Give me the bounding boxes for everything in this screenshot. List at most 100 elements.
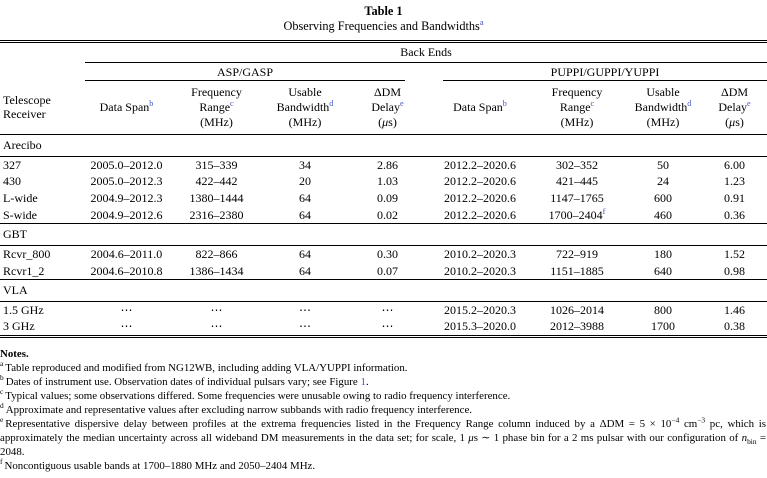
cell: 2015.2–2020.3 [444,302,516,317]
note-label-e: e [0,415,4,425]
note-c: c Typical values; some observations diffe… [0,387,511,402]
note-ref-e[interactable]: e [747,98,751,108]
table-row-s-wide: S-wide 2004.9–2012.6 2316–2380 64 0.02 2012.2… [0,206,767,225]
cell: 2012.2–2020.6 [444,191,516,205]
table-row-rcvr1-2: Rcvr1_2 2004.6–2010.8 1386–1434 64 0.07 2010.… [0,262,767,281]
table-row-1-5-ghz: 1.5 GHz ⋯ ⋯ ⋯ ⋯ 2015.2–2020.3 1026–2014 800 1.46 [0,301,767,318]
cell: 34 [299,157,311,172]
note-d: d Approximate and representative values a… [0,401,472,416]
cell: 2012–3988 [530,318,624,339]
header-line: Bandwidthd [634,98,692,114]
cell: 0.98 [702,262,767,281]
cell: ⋯ [210,302,223,317]
cell: ⋯ [168,318,265,339]
header-line: Rangec [199,98,234,114]
header-line: (MHz) [200,114,233,129]
note-label-d: d [0,401,4,411]
group-asp-gasp-label: ASP/GASP [216,64,274,79]
cell: 1.52 [724,246,746,261]
cell-receiver: Rcvr_800 [3,246,51,261]
header-line: (μs) [378,114,397,129]
cell: 1147–1765 [550,191,604,205]
group-puppi-guppi-yuppi-label: PUPPI/GUPPI/YUPPI [550,64,660,79]
col-header-receiver: Receiver [3,107,46,122]
notes-heading: Notes. [0,348,29,360]
cell: 2004.9–2012.6 [85,206,168,225]
cell: 0.07 [345,262,430,281]
cell: 1380–1444 [189,191,244,205]
cell: 1386–1434 [168,262,265,281]
cell: 1.46 [724,302,746,317]
header-line: (MHz) [646,114,680,129]
note-sup: −4 [671,415,680,425]
note-ref-b[interactable]: b [149,98,154,108]
cell: ⋯ [381,302,394,317]
col-header-telescope: Telescope [3,92,51,107]
cell: 2012.2–2020.6 [444,157,516,172]
cell: 1026–2014 [550,302,604,317]
cell: 1700–2404f [530,206,624,225]
header-line: Data Spanb [453,98,507,114]
cell: 180 [654,246,672,261]
cell: 600 [654,191,672,205]
section-row-vla: VLA [0,279,767,302]
cell: ⋯ [299,302,311,317]
spanner-row: Back Ends [0,43,767,63]
cell-receiver: 327 [3,157,21,172]
note-ref-b[interactable]: b [502,98,507,108]
table-number: Table 1 [364,4,403,18]
cell: 0.09 [377,191,398,205]
note-label-c: c [0,387,4,397]
note-ref-f[interactable]: f [602,206,606,216]
header-line: (MHz) [560,114,594,129]
note-i: n [741,432,748,444]
header-line: Usable [646,85,680,100]
table-row-327: 327 2005.0–2012.0 315–339 34 2.86 2012.2–2020… [0,156,767,173]
cell: 2012.2–2020.6 [444,174,516,189]
col-header-usable-bandwidth-puppi: Usable Bandwidthd (MHz) [624,81,702,136]
section-header-vla: VLA [0,279,767,302]
table-caption: Table 1 Observing Frequencies and Bandwi… [0,4,767,33]
note-ref-d[interactable]: d [687,98,692,108]
top-double-rule [0,40,767,43]
note-ref-c[interactable]: c [230,98,234,108]
cell: 1.23 [724,174,746,189]
header-line: Bandwidthd [276,98,334,114]
header-line: Usable [288,85,322,100]
notes-list: a Table reproduced and modified from NG12… [0,359,766,473]
cell-receiver: S-wide [0,206,85,225]
note-label-f: f [0,457,3,467]
header-line: Delaye [371,98,404,114]
cell: 2.86 [377,157,398,172]
note-ref-c[interactable]: c [590,98,595,108]
cell: 2012.2–2020.6 [430,206,530,225]
note-ref-a[interactable]: a [479,17,484,27]
note-i: μ [468,432,474,444]
col-header-telescope-receiver: Telescope Receiver [0,81,85,136]
cell: 64 [265,206,345,225]
cell: 722–919 [556,246,598,261]
table-row-3-ghz: 3 GHz ⋯ ⋯ ⋯ ⋯ 2015.3–2020.0 2012–3988 1700 0.38 [0,318,767,339]
note-ref-d[interactable]: d [329,98,334,108]
cell-receiver: Rcvr1_2 [0,262,85,281]
cell: 64 [299,246,311,261]
cell: 64 [265,262,345,281]
section-row-arecibo: Arecibo [0,134,767,157]
figure-1-link[interactable]: 1 [360,376,366,388]
cell: 460 [624,206,702,225]
note-label-a: a [0,359,4,369]
cell: 6.00 [724,157,746,172]
cell: 302–352 [556,157,598,172]
cell: 2005.0–2012.3 [90,174,163,189]
table-row-rcvr-800: Rcvr_800 2004.6–2011.0 822–866 64 0.30 2010.2… [0,245,767,262]
header-line: ΔDM [720,85,749,100]
cell: 0.30 [377,246,398,261]
note-ref-e[interactable]: e [400,98,404,108]
note-label-b: b [0,373,4,383]
group-row: ASP/GASP PUPPI/GUPPI/YUPPI [0,62,767,82]
cell: 64 [299,191,311,205]
cell-receiver: 430 [3,174,21,189]
col-header-data-span-asp: Data Spanb [85,81,168,136]
table-title-text: Observing Frequencies and Bandwidths [283,18,480,33]
header-line: Rangec [559,98,595,114]
